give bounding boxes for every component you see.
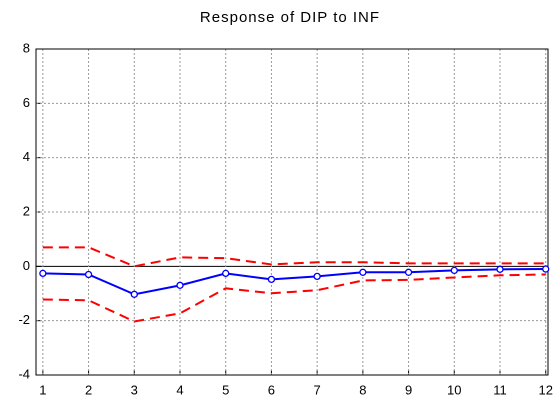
point-marker bbox=[222, 269, 230, 278]
point-marker bbox=[176, 281, 184, 290]
y-tick-label: 2 bbox=[23, 203, 30, 218]
plot-frame bbox=[35, 48, 549, 376]
y-tick-label: 8 bbox=[23, 40, 30, 55]
x-tick-label: 2 bbox=[85, 382, 92, 397]
y-tick-label: 6 bbox=[23, 95, 30, 110]
x-tick-label: 7 bbox=[314, 382, 321, 397]
series-line bbox=[42, 246, 546, 268]
chart-title: Response of DIP to INF bbox=[200, 9, 380, 26]
point-marker bbox=[267, 275, 276, 284]
y-tick-label: 4 bbox=[23, 149, 30, 164]
y-tick-label: 0 bbox=[23, 258, 30, 273]
x-tick-label: 1 bbox=[39, 382, 46, 397]
point-marker bbox=[84, 270, 93, 279]
point-marker bbox=[130, 290, 138, 298]
point-marker bbox=[359, 268, 367, 276]
point-marker bbox=[404, 268, 413, 276]
point-marker bbox=[39, 269, 47, 278]
x-tick-label: 11 bbox=[493, 382, 507, 397]
point-marker bbox=[450, 266, 458, 275]
x-tick-label: 10 bbox=[447, 382, 461, 397]
x-tick-label: 8 bbox=[359, 382, 366, 397]
series-line bbox=[42, 273, 546, 323]
series-line bbox=[42, 268, 546, 296]
x-tick-label: 12 bbox=[538, 382, 552, 397]
x-tick-label: 4 bbox=[176, 382, 183, 397]
x-tick-label: 6 bbox=[268, 382, 275, 397]
y-tick-label: -4 bbox=[18, 366, 30, 381]
y-tick-label: -2 bbox=[18, 312, 30, 327]
point-marker bbox=[542, 265, 550, 273]
x-tick-label: 5 bbox=[222, 382, 229, 397]
x-tick-label: 9 bbox=[405, 382, 412, 397]
point-marker bbox=[313, 272, 321, 281]
x-tick-label: 3 bbox=[131, 382, 138, 397]
point-marker bbox=[496, 265, 504, 273]
